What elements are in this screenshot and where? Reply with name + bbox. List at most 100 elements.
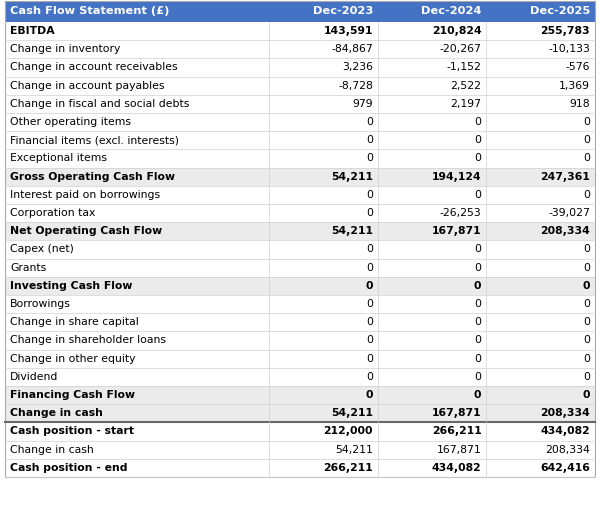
Text: 642,416: 642,416 <box>540 463 590 473</box>
Text: 54,211: 54,211 <box>331 409 373 418</box>
Bar <box>5 259 595 277</box>
Text: 167,871: 167,871 <box>432 409 481 418</box>
Text: Change in cash: Change in cash <box>10 409 103 418</box>
Text: 0: 0 <box>475 190 481 200</box>
Text: Change in inventory: Change in inventory <box>10 44 121 55</box>
Text: Investing Cash Flow: Investing Cash Flow <box>10 281 133 291</box>
Text: 0: 0 <box>366 208 373 218</box>
Text: 0: 0 <box>583 244 590 255</box>
Text: 208,334: 208,334 <box>540 226 590 236</box>
Text: 3,236: 3,236 <box>342 63 373 73</box>
Text: 194,124: 194,124 <box>432 172 481 182</box>
Text: Net Operating Cash Flow: Net Operating Cash Flow <box>10 226 162 236</box>
Text: -1,152: -1,152 <box>446 63 481 73</box>
Text: -39,027: -39,027 <box>548 208 590 218</box>
Text: 0: 0 <box>583 390 590 400</box>
Text: 0: 0 <box>475 372 481 382</box>
Text: 0: 0 <box>583 135 590 145</box>
Bar <box>5 186 595 204</box>
Text: 0: 0 <box>366 263 373 273</box>
Text: 0: 0 <box>366 190 373 200</box>
Text: -20,267: -20,267 <box>440 44 481 55</box>
Text: 54,211: 54,211 <box>331 226 373 236</box>
Bar <box>5 331 595 349</box>
Bar <box>5 240 595 259</box>
Text: 210,824: 210,824 <box>432 26 481 36</box>
Text: Change in shareholder loans: Change in shareholder loans <box>10 335 166 345</box>
Text: 434,082: 434,082 <box>540 427 590 436</box>
Text: 0: 0 <box>475 299 481 309</box>
Text: 0: 0 <box>583 263 590 273</box>
Text: 0: 0 <box>366 317 373 327</box>
Bar <box>5 131 595 149</box>
Text: 0: 0 <box>475 244 481 255</box>
Bar <box>5 95 595 113</box>
Bar <box>5 349 595 368</box>
Text: 1,369: 1,369 <box>559 81 590 91</box>
Text: EBITDA: EBITDA <box>10 26 55 36</box>
Text: 0: 0 <box>583 299 590 309</box>
Bar <box>5 277 595 295</box>
Text: 0: 0 <box>475 135 481 145</box>
Bar <box>5 40 595 59</box>
Text: Cash position - end: Cash position - end <box>10 463 128 473</box>
Text: 0: 0 <box>475 354 481 364</box>
Text: 212,000: 212,000 <box>323 427 373 436</box>
Text: 208,334: 208,334 <box>545 445 590 455</box>
Text: 918: 918 <box>569 99 590 109</box>
Bar <box>5 22 595 40</box>
Text: -10,133: -10,133 <box>548 44 590 55</box>
Text: 54,211: 54,211 <box>335 445 373 455</box>
Text: Financial items (excl. interests): Financial items (excl. interests) <box>10 135 179 145</box>
Text: Corporation tax: Corporation tax <box>10 208 95 218</box>
Text: -8,728: -8,728 <box>338 81 373 91</box>
Bar <box>5 295 595 313</box>
Text: 0: 0 <box>475 335 481 345</box>
Text: 0: 0 <box>475 317 481 327</box>
Text: 0: 0 <box>366 154 373 164</box>
Text: 208,334: 208,334 <box>540 409 590 418</box>
Text: Grants: Grants <box>10 263 46 273</box>
Text: 2,197: 2,197 <box>451 99 481 109</box>
Text: 0: 0 <box>583 281 590 291</box>
Text: 0: 0 <box>366 299 373 309</box>
Text: Capex (net): Capex (net) <box>10 244 74 255</box>
Text: Cash Flow Statement (£): Cash Flow Statement (£) <box>10 7 169 17</box>
Text: 0: 0 <box>583 354 590 364</box>
Text: Dividend: Dividend <box>10 372 58 382</box>
Text: 0: 0 <box>583 117 590 127</box>
Text: 266,211: 266,211 <box>323 463 373 473</box>
Text: 0: 0 <box>583 317 590 327</box>
Bar <box>5 59 595 77</box>
Text: 0: 0 <box>366 372 373 382</box>
Text: Dec-2023: Dec-2023 <box>313 7 373 17</box>
Text: 0: 0 <box>366 135 373 145</box>
Text: 2,522: 2,522 <box>451 81 481 91</box>
Text: 266,211: 266,211 <box>431 427 481 436</box>
Bar <box>5 113 595 131</box>
Text: Interest paid on borrowings: Interest paid on borrowings <box>10 190 160 200</box>
Text: 0: 0 <box>474 281 481 291</box>
Text: Change in account receivables: Change in account receivables <box>10 63 178 73</box>
Text: 0: 0 <box>366 244 373 255</box>
Text: Cash position - start: Cash position - start <box>10 427 134 436</box>
Text: Financing Cash Flow: Financing Cash Flow <box>10 390 135 400</box>
Bar <box>5 386 595 404</box>
Text: 0: 0 <box>475 117 481 127</box>
Text: 0: 0 <box>583 154 590 164</box>
Bar <box>5 404 595 422</box>
Bar <box>5 459 595 477</box>
Text: 255,783: 255,783 <box>541 26 590 36</box>
Text: Change in account payables: Change in account payables <box>10 81 164 91</box>
Bar <box>5 368 595 386</box>
Text: 0: 0 <box>475 154 481 164</box>
Text: -576: -576 <box>566 63 590 73</box>
Text: 979: 979 <box>352 99 373 109</box>
Text: Borrowings: Borrowings <box>10 299 71 309</box>
Text: 434,082: 434,082 <box>431 463 481 473</box>
Text: Other operating items: Other operating items <box>10 117 131 127</box>
Text: Exceptional items: Exceptional items <box>10 154 107 164</box>
Bar <box>5 313 595 331</box>
Text: -26,253: -26,253 <box>440 208 481 218</box>
Text: 0: 0 <box>365 390 373 400</box>
